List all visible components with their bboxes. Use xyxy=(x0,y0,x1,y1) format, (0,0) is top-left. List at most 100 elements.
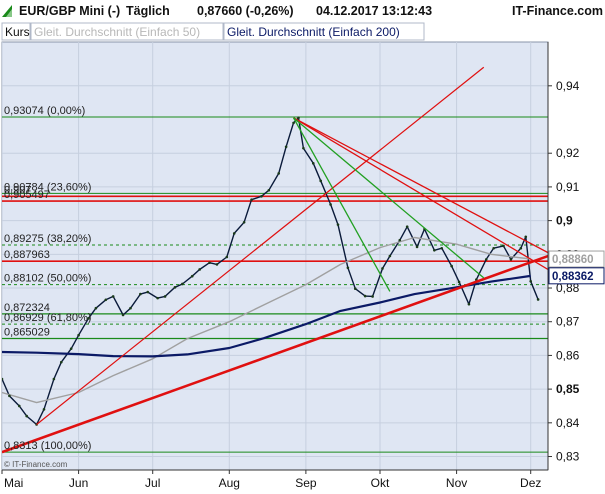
sma50-line xyxy=(2,236,531,404)
y-tick-label: 0,84 xyxy=(556,416,580,430)
y-tick-label: 0,92 xyxy=(556,146,580,160)
legend-sma200-box[interactable] xyxy=(223,22,425,41)
x-tick-label: Mai xyxy=(4,476,23,490)
x-tick-label: Okt xyxy=(371,476,390,490)
y-tick-label: 0,91 xyxy=(556,180,580,194)
legend-kurs: Kurs xyxy=(5,25,30,39)
interval-label: Täglich xyxy=(126,4,170,18)
value-badge-label: 0,88860 xyxy=(552,254,594,266)
level-label: 0,907 xyxy=(4,184,32,196)
price-point xyxy=(529,279,533,283)
fan-line xyxy=(292,117,391,292)
brand-label: IT-Finance.com xyxy=(512,4,603,18)
trendline xyxy=(2,254,548,454)
price-point xyxy=(190,274,194,278)
price-point xyxy=(2,377,4,381)
price-point xyxy=(311,162,315,165)
price-point xyxy=(208,261,211,265)
fib-level-label: 0,90784 (23,60%) xyxy=(4,181,91,193)
sma200-line xyxy=(2,274,531,358)
price-point xyxy=(181,282,184,286)
price-point xyxy=(139,292,142,296)
price-point xyxy=(111,295,115,298)
trendline xyxy=(293,117,548,254)
legend-kurs-box[interactable] xyxy=(1,22,31,41)
trendline xyxy=(293,117,548,271)
price-point xyxy=(59,360,63,364)
price-point xyxy=(277,172,281,175)
price-point xyxy=(8,394,11,398)
price-point xyxy=(260,195,263,198)
x-tick-label: Dez xyxy=(520,476,541,490)
price-point xyxy=(232,232,236,235)
y-tick-label: 0,94 xyxy=(556,79,580,93)
price-point xyxy=(250,198,253,202)
trendline xyxy=(36,66,485,425)
y-tick-label: 0,86 xyxy=(556,348,580,362)
fib-level-label: 0,88102 (50,00%) xyxy=(4,273,91,285)
x-tick-label: Jun xyxy=(69,476,88,490)
y-tick-label: 0,85 xyxy=(556,382,580,396)
fan-line xyxy=(293,117,485,279)
price-point xyxy=(405,225,409,228)
value-badge-label: 0,88362 xyxy=(552,271,594,283)
price-point xyxy=(42,408,46,411)
price-point xyxy=(492,246,495,250)
legend-sma50-box[interactable] xyxy=(30,22,224,41)
price-point xyxy=(509,258,513,261)
price-point xyxy=(242,220,246,224)
price-point xyxy=(77,333,80,337)
fib-level-label: 0,86929 (61,80%) xyxy=(4,312,91,324)
price-point xyxy=(225,255,229,259)
x-tick-label: Jul xyxy=(145,476,160,490)
price-point xyxy=(524,235,528,239)
timestamp: 04.12.2017 13:12:43 xyxy=(316,4,432,18)
instrument-title: EUR/GBP Mini (-) xyxy=(19,4,120,18)
price-point xyxy=(536,298,540,301)
price-point xyxy=(336,223,340,226)
price-point xyxy=(450,264,453,268)
price-point xyxy=(381,267,384,270)
price-point xyxy=(484,258,488,261)
price-point xyxy=(440,246,444,250)
price-point xyxy=(121,313,125,317)
price-point xyxy=(163,295,167,298)
price-point xyxy=(25,414,29,418)
price-point xyxy=(302,146,305,150)
header-icon xyxy=(2,5,12,17)
fib-level-label: 0,89275 (38,20%) xyxy=(4,233,91,245)
price-point xyxy=(457,280,461,284)
price-point xyxy=(94,306,98,310)
watermark: © IT-Finance.com xyxy=(4,460,68,469)
price-point xyxy=(398,238,402,242)
price-point xyxy=(292,121,295,125)
price-point xyxy=(52,377,56,381)
header-bar xyxy=(0,0,605,21)
price-point xyxy=(388,254,392,258)
price-point xyxy=(363,294,367,298)
price-point xyxy=(267,188,271,192)
price-point xyxy=(69,347,73,350)
price-point xyxy=(502,244,505,248)
price-point xyxy=(433,248,436,252)
price-point xyxy=(156,296,159,300)
x-tick-label: Nov xyxy=(446,476,467,490)
y-tick-label: 0,88 xyxy=(556,281,580,295)
x-tick-label: Sep xyxy=(295,476,317,490)
price-point xyxy=(346,266,350,270)
price-point xyxy=(173,286,177,289)
price-point xyxy=(17,404,21,408)
price-point xyxy=(87,317,90,320)
price-point xyxy=(297,116,300,120)
price-point xyxy=(353,287,357,290)
y-tick-label: 0,83 xyxy=(556,450,580,464)
price-point xyxy=(371,295,374,298)
price-point xyxy=(519,246,523,250)
level-label: 0,905497 xyxy=(4,189,50,201)
level-label: 0,872324 xyxy=(4,302,50,314)
price-point xyxy=(104,298,108,302)
price-point xyxy=(415,245,419,249)
legend-sma200: Gleit. Durchschnitt (Einfach 200) xyxy=(227,25,400,39)
